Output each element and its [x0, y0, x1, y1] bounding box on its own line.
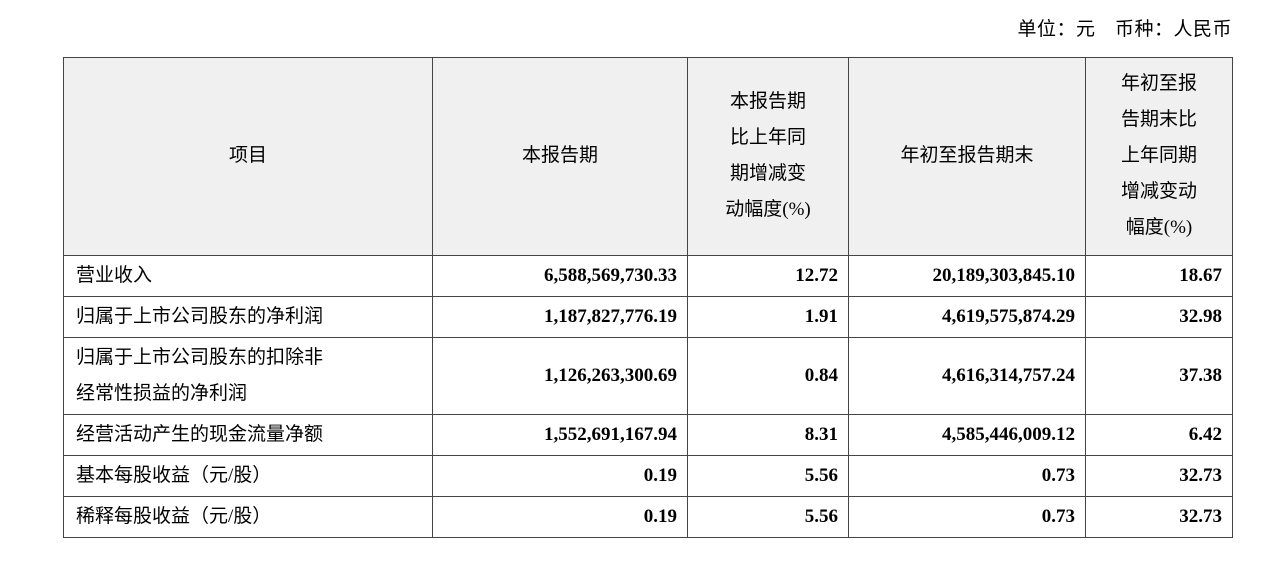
cell-ytd: 20,189,303,845.10	[848, 254, 1086, 297]
cell-item: 基本每股收益（元/股）	[63, 454, 433, 498]
currency-unit-label: 单位：元 币种：人民币	[1017, 19, 1232, 40]
col-header-ytd-change: 年初至报 告期末比 上年同期 增减变动 幅度(%)	[1085, 56, 1233, 256]
table-section: 单位：元 币种：人民币 项目 本报告期 本报告期 比上年同 期增减变 动幅度(%…	[63, 16, 1233, 539]
financial-summary-table: 项目 本报告期 本报告期 比上年同 期增减变 动幅度(%) 年初至报告期末 年初…	[63, 56, 1233, 539]
row-basic-eps: 基本每股收益（元/股） 0.19 5.56 0.73 32.73	[63, 454, 1233, 498]
cell-current-change: 0.84	[687, 336, 849, 415]
row-operating-revenue: 营业收入 6,588,569,730.33 12.72 20,189,303,8…	[63, 254, 1233, 297]
cell-ytd: 4,616,314,757.24	[848, 336, 1086, 415]
cell-item: 稀释每股收益（元/股）	[63, 496, 433, 539]
cell-ytd-change: 32.73	[1085, 496, 1233, 539]
cell-ytd: 0.73	[848, 496, 1086, 539]
cell-ytd-change: 37.38	[1085, 336, 1233, 415]
cell-current-period: 1,552,691,167.94	[432, 413, 688, 456]
cell-current-period: 0.19	[432, 454, 688, 498]
header-row: 项目 本报告期 本报告期 比上年同 期增减变 动幅度(%) 年初至报告期末 年初…	[63, 56, 1233, 256]
row-diluted-eps: 稀释每股收益（元/股） 0.19 5.56 0.73 32.73	[63, 496, 1233, 539]
cell-current-period: 0.19	[432, 496, 688, 539]
cell-current-change: 5.56	[687, 454, 849, 498]
cell-item: 归属于上市公司股东的净利润	[63, 295, 433, 338]
row-operating-cash-flow: 经营活动产生的现金流量净额 1,552,691,167.94 8.31 4,58…	[63, 413, 1233, 456]
cell-ytd: 4,619,575,874.29	[848, 295, 1086, 338]
cell-item: 经营活动产生的现金流量净额	[63, 413, 433, 456]
cell-ytd-change: 18.67	[1085, 254, 1233, 297]
cell-ytd-change: 32.73	[1085, 454, 1233, 498]
cell-ytd: 0.73	[848, 454, 1086, 498]
col-header-ytd: 年初至报告期末	[848, 56, 1086, 256]
cell-ytd-change: 6.42	[1085, 413, 1233, 456]
cell-current-period: 1,187,827,776.19	[432, 295, 688, 338]
cell-ytd: 4,585,446,009.12	[848, 413, 1086, 456]
cell-current-period: 6,588,569,730.33	[432, 254, 688, 297]
row-net-profit-deducting-nonrecurring: 归属于上市公司股东的扣除非 经常性损益的净利润 1,126,263,300.69…	[63, 336, 1233, 415]
table-header: 项目 本报告期 本报告期 比上年同 期增减变 动幅度(%) 年初至报告期末 年初…	[63, 56, 1233, 256]
cell-current-period: 1,126,263,300.69	[432, 336, 688, 415]
cell-current-change: 8.31	[687, 413, 849, 456]
cell-current-change: 12.72	[687, 254, 849, 297]
col-header-item: 项目	[63, 56, 433, 256]
row-net-profit-attributable: 归属于上市公司股东的净利润 1,187,827,776.19 1.91 4,61…	[63, 295, 1233, 338]
report-page: 单位：元 币种：人民币 项目 本报告期 本报告期 比上年同 期增减变 动幅度(%…	[63, 16, 1233, 539]
col-header-current-period: 本报告期	[432, 56, 688, 256]
col-header-current-change: 本报告期 比上年同 期增减变 动幅度(%)	[687, 56, 849, 256]
cell-item: 营业收入	[63, 254, 433, 297]
cell-ytd-change: 32.98	[1085, 295, 1233, 338]
cell-item: 归属于上市公司股东的扣除非 经常性损益的净利润	[63, 336, 433, 415]
cell-current-change: 5.56	[687, 496, 849, 539]
table-body: 营业收入 6,588,569,730.33 12.72 20,189,303,8…	[63, 254, 1233, 539]
cell-current-change: 1.91	[687, 295, 849, 338]
